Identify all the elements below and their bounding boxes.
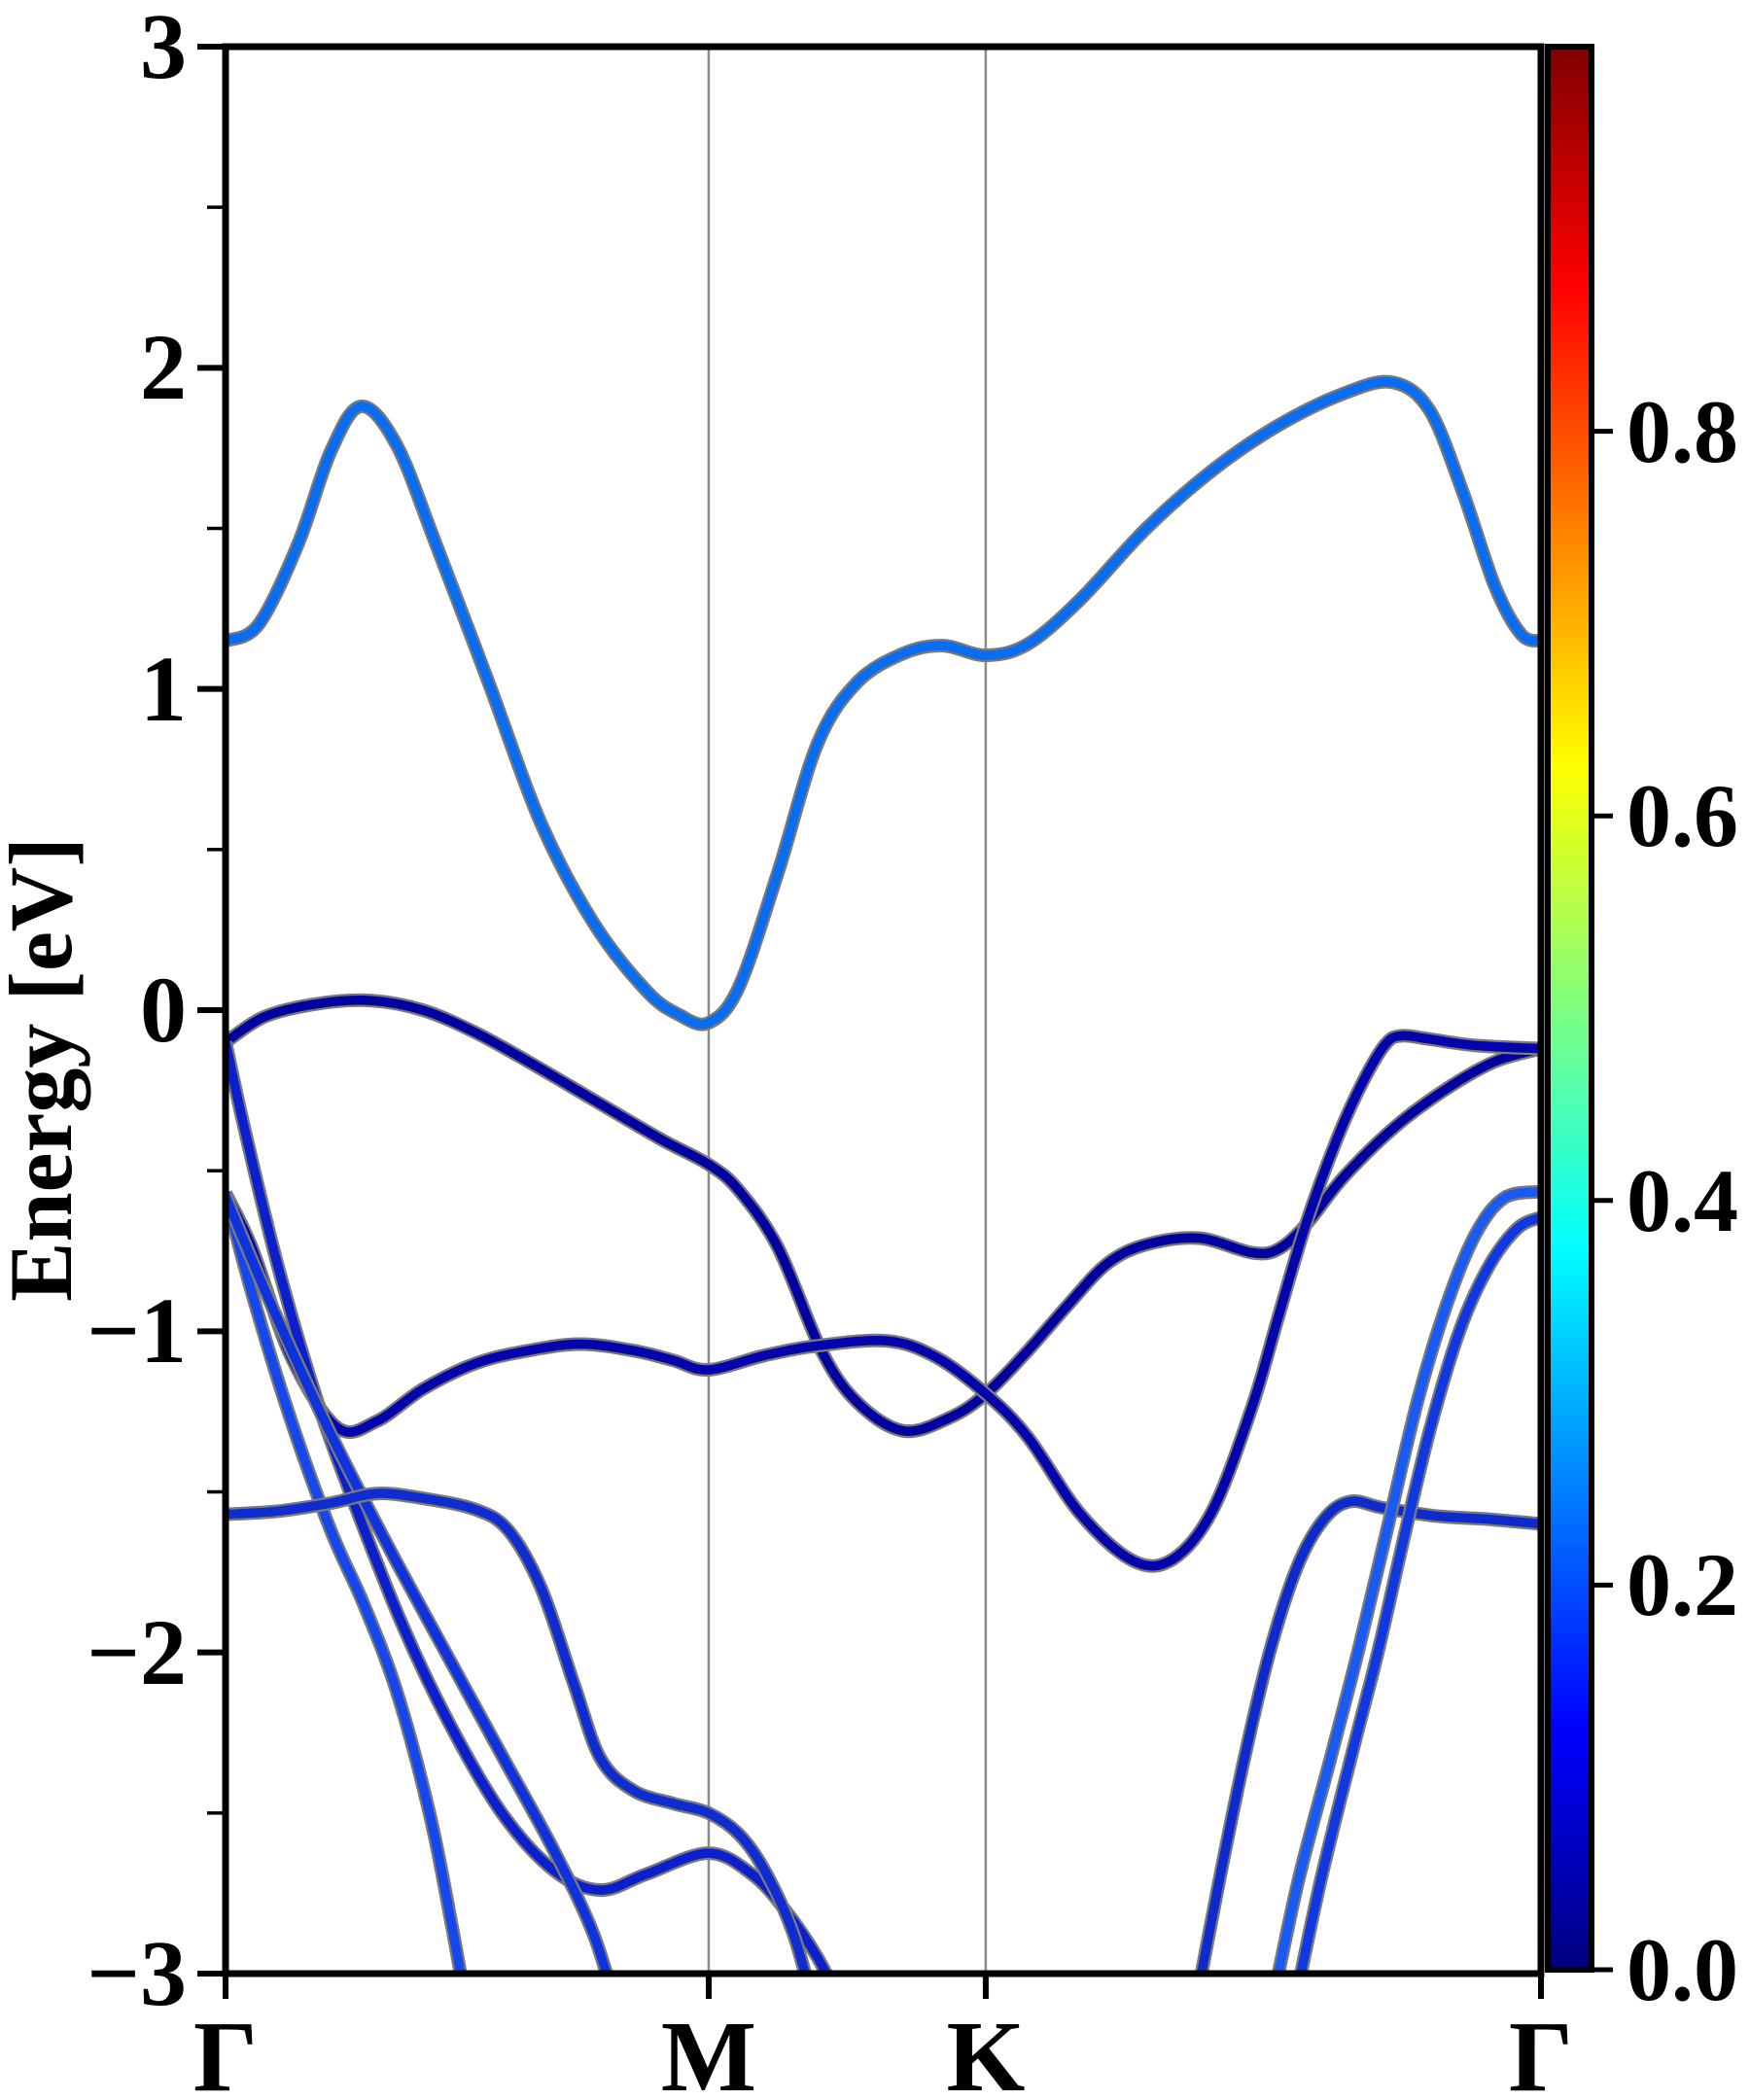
colorbar-tick-label: 0.4 (1627, 1150, 1738, 1250)
valence-band-wavy (226, 1031, 1541, 1571)
valence-band-deep-left (226, 1040, 832, 1974)
x-tick-label-gamma-left: Γ (192, 2001, 259, 2100)
gridlines (707, 47, 988, 1974)
colorbar-tick-label: 0.0 (1627, 1920, 1738, 2019)
x-tick-label-gamma-right: Γ (1508, 2001, 1574, 2100)
colorbar-gradient (1548, 47, 1592, 1970)
y-tick-label: −1 (87, 1278, 187, 1383)
y-tick-label: −3 (87, 1921, 187, 2025)
plot-border (222, 43, 1545, 1978)
colorbar-border (1545, 44, 1594, 1973)
y-axis-title: Energy [eV] (0, 837, 90, 1302)
y-tick-label: −2 (87, 1599, 187, 1704)
valence-band-steep-left-2 (226, 1194, 612, 1974)
bands (226, 374, 1541, 1974)
valence-band-steep-right-2 (1296, 1212, 1541, 1974)
valence-band-flat-left (226, 1488, 811, 1974)
valence-band-flat-right (1196, 1496, 1541, 1974)
valence-band-steep-right-1-outline (1271, 1184, 1541, 1974)
valence-band-steep-right-2-outline (1293, 1210, 1541, 1974)
valence-band-flat-left-outline (226, 1487, 813, 1974)
y-tick-label: 2 (140, 315, 187, 420)
y-tick-label: 1 (140, 636, 187, 741)
valence-band-steep-right-1 (1274, 1186, 1541, 1974)
valence-band-top-outline (226, 993, 1541, 1439)
valence-band-steep-left-1 (226, 1192, 466, 1974)
colorbar-tick-label: 0.6 (1627, 766, 1738, 866)
valence-band-top (226, 996, 1541, 1436)
y-tick-label: 0 (140, 958, 187, 1062)
colorbar-tick-label: 0.2 (1627, 1535, 1738, 1635)
conduction-band-outline (226, 374, 1541, 1032)
axis-ticks (197, 44, 1544, 1999)
colorbar-tick-label: 0.8 (1627, 381, 1738, 481)
y-tick-label: 3 (140, 0, 187, 98)
conduction-band (226, 376, 1541, 1030)
x-tick-label-k: K (946, 2001, 1026, 2100)
x-tick-label-m: M (660, 2001, 757, 2100)
